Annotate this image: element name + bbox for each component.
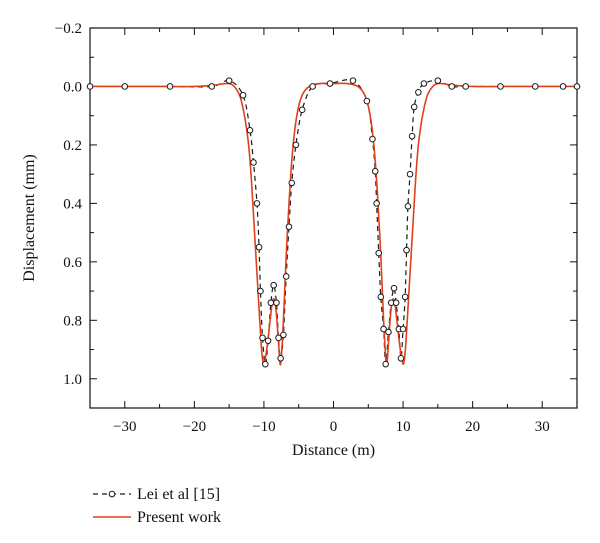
series-layer xyxy=(86,77,581,368)
data-point-lei xyxy=(385,328,392,336)
data-point-lei xyxy=(559,83,567,90)
data-point-lei xyxy=(382,360,389,368)
data-point-lei xyxy=(285,223,293,231)
data-point-lei xyxy=(410,103,418,111)
data-point-lei xyxy=(363,97,371,105)
legend: Lei et al [15] Present work xyxy=(93,486,221,526)
x-tick-label: −10 xyxy=(252,419,275,435)
legend-item-lei: Lei et al [15] xyxy=(93,486,220,503)
data-point-lei xyxy=(208,83,216,90)
data-point-lei xyxy=(282,273,290,280)
data-point-lei xyxy=(264,337,272,345)
data-point-lei xyxy=(573,83,581,90)
data-point-lei xyxy=(267,299,275,307)
data-point-lei xyxy=(239,91,247,99)
y-tick-label: 1.0 xyxy=(63,372,82,388)
x-tick-label: 20 xyxy=(465,419,480,435)
y-tick-label: 0.8 xyxy=(63,313,82,329)
data-point-lei xyxy=(255,243,263,251)
data-point-lei xyxy=(401,293,409,301)
y-tick-label: 0.2 xyxy=(63,138,82,154)
data-point-lei xyxy=(277,355,284,362)
legend-label-present: Present work xyxy=(137,509,221,526)
data-point-lei xyxy=(326,80,334,87)
data-point-lei xyxy=(280,331,287,339)
y-tick-label: 0.0 xyxy=(63,79,82,95)
y-tick-label: −0.2 xyxy=(55,21,82,37)
data-point-lei xyxy=(259,334,266,342)
data-point-lei xyxy=(250,159,257,166)
legend-item-present: Present work xyxy=(93,509,221,526)
data-point-lei xyxy=(288,179,296,187)
data-point-lei xyxy=(531,83,539,90)
y-tick-label: 0.6 xyxy=(63,255,82,271)
x-tick-label: 0 xyxy=(330,419,338,435)
data-point-lei xyxy=(121,83,129,90)
data-point-lei xyxy=(262,360,269,368)
data-point-lei xyxy=(390,284,398,292)
data-point-lei xyxy=(292,141,300,149)
legend-marker-lei xyxy=(108,490,116,498)
data-point-lei xyxy=(253,200,261,207)
data-point-lei xyxy=(406,170,414,178)
y-axis: −0.2 0.0 0.2 0.4 0.6 0.8 1.0 xyxy=(55,21,577,409)
x-tick-label: 10 xyxy=(396,419,411,435)
y-tick-label: 0.4 xyxy=(63,196,82,212)
legend-label-lei: Lei et al [15] xyxy=(137,486,220,503)
x-axis: −30 −20 −10 0 10 20 30 xyxy=(89,28,578,435)
data-point-lei xyxy=(298,106,306,114)
x-tick-label: −30 xyxy=(113,419,136,435)
data-point-lei xyxy=(404,203,412,210)
data-point-lei xyxy=(415,89,422,96)
data-point-lei xyxy=(380,325,387,333)
data-point-lei xyxy=(397,355,405,362)
data-point-lei xyxy=(257,287,264,295)
x-tick-label: −20 xyxy=(183,419,206,435)
data-point-lei xyxy=(420,80,428,87)
data-point-lei xyxy=(273,299,280,307)
data-point-lei xyxy=(497,83,504,90)
series-line-present xyxy=(90,82,577,366)
data-point-lei xyxy=(399,325,407,333)
data-point-lei xyxy=(270,281,277,289)
x-tick-label: 30 xyxy=(535,419,550,435)
x-axis-label: Distance (m) xyxy=(292,442,375,459)
series-line-lei xyxy=(90,79,577,365)
data-point-lei xyxy=(246,127,254,134)
data-point-lei xyxy=(448,83,456,90)
data-point-lei xyxy=(392,299,400,307)
data-point-lei xyxy=(462,83,469,90)
data-point-lei xyxy=(275,334,282,342)
data-point-lei xyxy=(375,249,383,257)
data-point-lei xyxy=(371,167,379,175)
data-point-lei xyxy=(309,83,316,90)
data-point-lei xyxy=(373,200,380,207)
data-point-lei xyxy=(403,246,410,254)
data-point-lei xyxy=(166,83,174,90)
y-axis-label: Displacement (mm) xyxy=(21,154,38,282)
data-point-lei xyxy=(86,83,94,90)
data-point-lei xyxy=(434,77,442,84)
plot-area-frame xyxy=(89,27,578,409)
data-point-lei xyxy=(369,135,376,143)
data-point-lei xyxy=(408,132,416,140)
data-point-lei xyxy=(349,77,357,84)
data-point-lei xyxy=(377,293,385,301)
data-point-lei xyxy=(225,77,233,84)
